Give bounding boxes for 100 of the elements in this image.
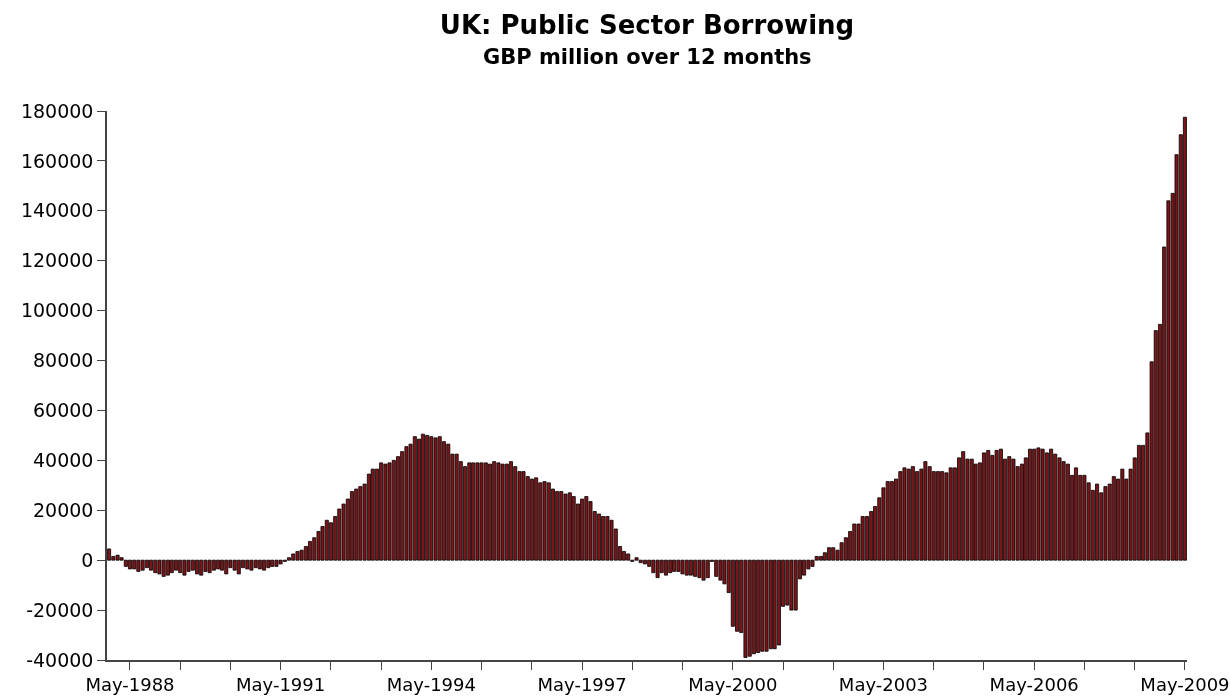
bar: [278, 559, 283, 565]
bar: [772, 559, 777, 650]
bar: [705, 559, 710, 579]
x-tick-label: May-1991: [235, 674, 326, 696]
bar: [1049, 448, 1054, 561]
bar: [889, 481, 894, 561]
bar: [1028, 448, 1033, 561]
bar: [391, 459, 396, 561]
y-tick-label: 120000: [20, 249, 94, 272]
x-tick-label: May-1997: [537, 674, 627, 696]
bar: [437, 436, 442, 561]
bar: [349, 491, 354, 561]
bar: [454, 453, 459, 561]
bar: [153, 559, 158, 574]
bar: [910, 466, 915, 561]
bar: [358, 486, 363, 561]
bar: [224, 559, 229, 575]
bar: [906, 468, 911, 561]
bar: [697, 559, 702, 579]
bar: [638, 559, 643, 564]
y-tick-label: 180000: [20, 99, 94, 122]
bar: [659, 559, 664, 574]
bar: [718, 559, 723, 581]
bar: [270, 559, 275, 567]
bar: [425, 435, 430, 561]
bar: [1082, 474, 1087, 561]
bar: [986, 449, 991, 561]
bar: [182, 559, 187, 576]
bar: [370, 468, 375, 561]
bar: [655, 559, 660, 579]
bar: [642, 559, 647, 565]
bar: [1044, 452, 1049, 561]
bar: [1095, 483, 1100, 561]
bar: [249, 559, 254, 571]
chart-subtitle: GBP million over 12 months: [483, 45, 812, 69]
bar: [1137, 444, 1141, 561]
bar: [672, 559, 677, 572]
bar: [1103, 486, 1108, 561]
bar: [115, 554, 120, 561]
bar: [852, 523, 857, 561]
bar: [291, 553, 296, 561]
bar: [429, 436, 434, 561]
y-tick-label: 160000: [20, 149, 94, 172]
bar: [165, 559, 170, 576]
bar: [253, 559, 258, 569]
y-tick-label: 40000: [33, 449, 94, 472]
bar: [1040, 448, 1045, 561]
bar: [546, 482, 551, 561]
bar: [107, 548, 112, 561]
bar: [982, 452, 986, 561]
bar: [199, 559, 204, 576]
bar: [902, 467, 907, 561]
bar: [127, 559, 132, 570]
bar: [299, 549, 304, 561]
bar: [157, 559, 162, 575]
bar: [756, 559, 761, 653]
bar: [203, 559, 208, 572]
bar: [534, 477, 539, 561]
bar: [383, 463, 388, 561]
bar: [601, 516, 606, 561]
bar: [220, 559, 224, 571]
bar: [961, 451, 966, 561]
bar: [802, 559, 807, 576]
bar: [286, 557, 291, 561]
bar: [676, 559, 681, 572]
x-tick-label: May-2009: [1140, 674, 1230, 696]
bar: [684, 559, 689, 576]
bar: [860, 516, 865, 561]
bar: [714, 559, 719, 577]
bar: [827, 547, 832, 561]
bar: [132, 559, 137, 570]
bar: [479, 462, 484, 561]
bar: [433, 437, 438, 561]
bar: [998, 448, 1003, 561]
bar: [417, 438, 422, 561]
bar: [496, 462, 501, 561]
bar: [764, 559, 769, 652]
bar: [178, 559, 183, 574]
bar: [651, 559, 656, 574]
y-tick-label: 20000: [33, 498, 94, 521]
bar: [1120, 468, 1125, 561]
bar: [735, 559, 740, 632]
y-tick-label: 80000: [33, 349, 94, 372]
bar: [232, 559, 237, 571]
bar: [776, 559, 781, 646]
x-tick-label: May-1988: [85, 674, 175, 696]
bar: [136, 559, 141, 572]
bar: [140, 559, 145, 571]
bar: [236, 559, 241, 575]
bar: [668, 559, 673, 574]
bar: [504, 463, 509, 561]
bar: [571, 496, 576, 561]
y-tick-label: -20000: [26, 598, 94, 621]
bar: [471, 462, 476, 561]
y-tick-label: 0: [81, 548, 94, 571]
bar: [831, 547, 836, 561]
bar: [940, 471, 945, 561]
bar: [1111, 476, 1116, 561]
y-tick-label: 140000: [20, 199, 94, 222]
bar: [1032, 448, 1037, 561]
